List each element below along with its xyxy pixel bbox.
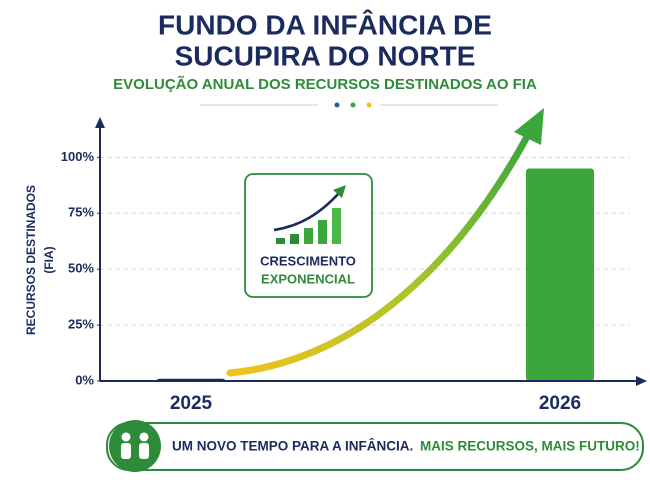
y-tick-label: 50% xyxy=(68,261,94,276)
banner: UM NOVO TEMPO PARA A INFÂNCIA. MAIS RECU… xyxy=(106,420,644,472)
bar xyxy=(526,168,594,381)
chart-title: FUNDO DA INFÂNCIA DE xyxy=(158,9,492,40)
annotation: EXPONENCIAL xyxy=(261,271,355,286)
growth-arrow xyxy=(226,108,544,377)
divider xyxy=(200,102,498,108)
y-tick-label: 25% xyxy=(68,317,94,332)
chart-subtitle: EVOLUÇÃO ANUAL DOS RECURSOS DESTINADOS A… xyxy=(113,75,537,93)
y-tick-label: 0% xyxy=(75,372,94,387)
annotation-box: CRESCIMENTO EXPONENCIAL xyxy=(244,173,373,298)
y-tick-label: 75% xyxy=(68,205,94,220)
y-axis-label: (FIA) xyxy=(42,246,56,273)
x-tick-label: 2026 xyxy=(539,393,581,414)
x-tick-label: 2025 xyxy=(170,393,213,414)
chart-title: SUCUPIRA DO NORTE xyxy=(175,40,476,71)
y-tick-label: 100% xyxy=(61,149,95,164)
y-axis-label: RECURSOS DESTINADOS xyxy=(24,185,38,335)
axes xyxy=(95,117,647,386)
banner-text: MAIS RECURSOS, MAIS FUTURO! xyxy=(420,439,640,454)
plot xyxy=(157,168,594,381)
annotation: CRESCIMENTO xyxy=(260,253,356,268)
banner-text: UM NOVO TEMPO PARA A INFÂNCIA. xyxy=(172,439,413,454)
